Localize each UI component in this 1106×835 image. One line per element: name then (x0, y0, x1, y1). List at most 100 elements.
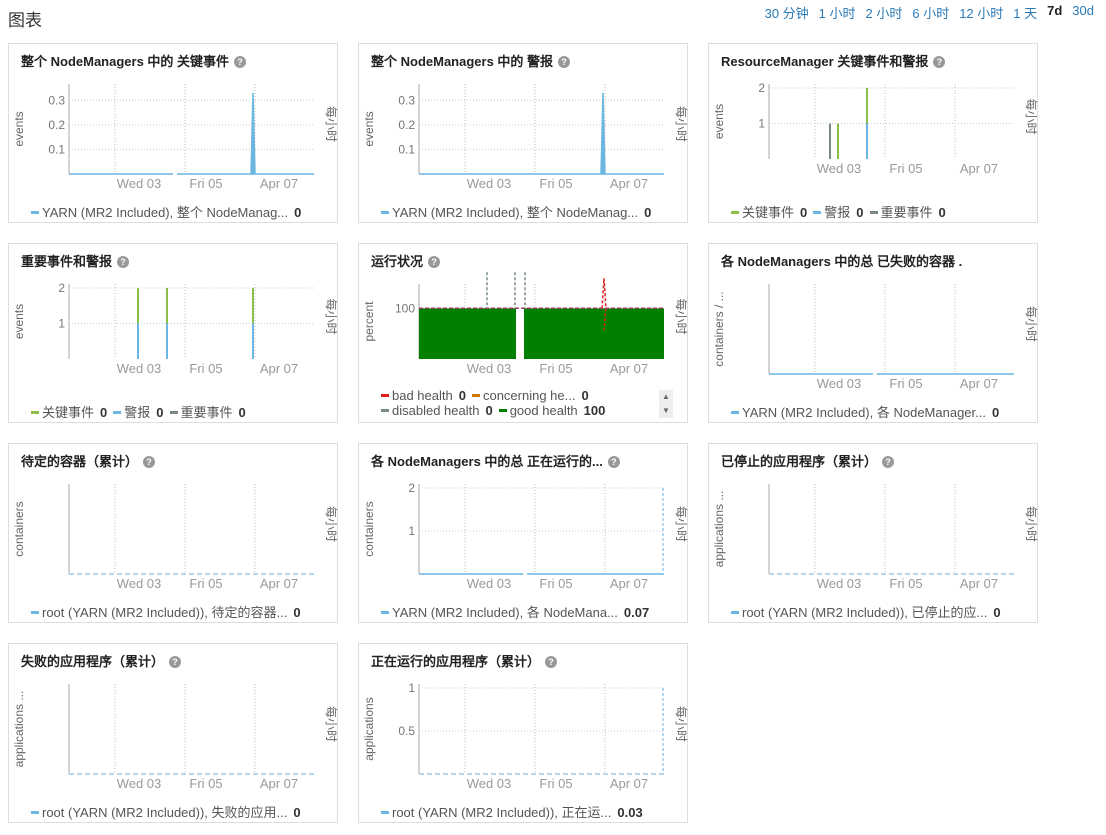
help-icon[interactable]: ? (545, 656, 558, 668)
time-range-1[interactable]: 1 小时 (818, 6, 856, 21)
x-tick-label: Wed 03 (817, 576, 862, 591)
legend-swatch (731, 211, 739, 214)
chart-card-c3: ResourceManager 关键事件和警报? 2 1 Wed 03 Fri 05 Ap… (708, 43, 1039, 223)
chart-card-c4: 重要事件和警报? 2 1 Wed 03 Fri 05 Apr 07 events 每小时 关键事… (8, 243, 339, 423)
chart-title: 整个 NodeManagers 中的 关键事件? (21, 51, 247, 70)
good-health-area (524, 308, 664, 359)
legend-swatch (813, 211, 822, 214)
chart-card-c1: 整个 NodeManagers 中的 关键事件? 0.3 0.2 0.1 Wed 03 F… (8, 43, 339, 223)
legend-item[interactable]: disabled health 0 (381, 403, 493, 418)
help-icon[interactable]: ? (428, 256, 441, 268)
chart-title: 待定的容器（累计）? (21, 451, 156, 470)
legend-item[interactable]: root (YARN (MR2 Included)), 已停止的应... 0 (731, 605, 1001, 620)
right-axis-label: 每小时 (1024, 306, 1039, 342)
legend-item[interactable]: bad health 0 (381, 388, 466, 403)
legend-item[interactable]: root (YARN (MR2 Included)), 失败的应用... 0 (31, 805, 301, 820)
help-icon[interactable]: ? (607, 456, 620, 468)
legend-item[interactable]: YARN (MR2 Included), 整个 NodeManag... 0 (31, 205, 301, 220)
time-range-3[interactable]: 6 小时 (912, 6, 950, 21)
legend-row: 关键事件 0 警报 0 重要事件 0 (731, 205, 952, 220)
legend-item[interactable]: YARN (MR2 Included), 各 NodeMana... 0.07 (381, 605, 649, 620)
legend-item[interactable]: YARN (MR2 Included), 各 NodeManager... 0 (731, 405, 999, 420)
legend-item[interactable]: root (YARN (MR2 Included)), 正在运... 0.03 (381, 805, 643, 820)
help-icon[interactable]: ? (169, 656, 182, 668)
legend-swatch (731, 411, 739, 414)
legend-value: 0 (485, 403, 493, 418)
x-tick-label: Apr 07 (610, 576, 648, 591)
time-range-6[interactable]: 7d (1047, 3, 1063, 18)
chart-svg: Wed 03 Fri 05 Apr 07 applications ... 每小时 (712, 484, 1039, 591)
legend-value: 0.07 (623, 605, 650, 620)
help-icon[interactable]: ? (933, 56, 946, 68)
chart-svg: 2 1 Wed 03 Fri 05 Apr 07 events 每小时 (712, 81, 1039, 176)
chart-svg: Wed 03 Fri 05 Apr 07 containers / ... 每小时 (712, 284, 1039, 391)
help-icon[interactable]: ? (234, 56, 247, 68)
good-health-area (419, 308, 516, 359)
y-axis-label: events (12, 111, 26, 146)
legend-swatch (169, 411, 178, 414)
y-tick-label: 0.3 (48, 93, 65, 107)
chart-card-c2: 整个 NodeManagers 中的 警报? 0.3 0.2 0.1 Wed 03 Fri… (358, 43, 689, 223)
x-tick-label: Apr 07 (610, 361, 648, 376)
help-icon[interactable]: ? (558, 56, 571, 68)
legend-item[interactable]: concerning he... 0 (471, 388, 589, 403)
legend-item[interactable]: 重要事件 0 (169, 405, 246, 420)
chart-card-c11: 正在运行的应用程序（累计）? 1 0.5 Wed 03 Fri 05 Apr 07 appl… (358, 643, 689, 823)
y-tick-label: 2 (758, 81, 765, 95)
help-icon[interactable]: ? (117, 256, 130, 268)
time-range-selector: 30 分钟 1 小时 2 小时 6 小时 12 小时 1 天 7d 30d (755, 3, 1094, 22)
chart-title-text: ResourceManager 关键事件和警报 (721, 54, 929, 69)
legend-row: YARN (MR2 Included), 各 NodeManager... 0 (731, 405, 1005, 420)
x-tick-label: Apr 07 (960, 576, 998, 591)
legend-value: 0 (238, 405, 246, 420)
legend-label: 警报 (124, 405, 151, 420)
help-icon[interactable]: ? (143, 456, 156, 468)
y-tick-label: 0.2 (48, 118, 65, 132)
x-tick-label: Wed 03 (817, 161, 862, 176)
legend-label: 重要事件 (880, 205, 933, 220)
right-axis-label: 每小时 (324, 506, 339, 542)
chart-legend: 关键事件 0 警报 0 重要事件 0 (731, 205, 952, 220)
legend-swatch (31, 211, 39, 214)
legend-item[interactable]: 重要事件 0 (869, 205, 946, 220)
help-icon[interactable]: ? (882, 456, 895, 468)
legend-item[interactable]: YARN (MR2 Included), 整个 NodeManag... 0 (381, 205, 651, 220)
legend-row: root (YARN (MR2 Included)), 正在运... 0.03 (381, 805, 649, 820)
legend-label: bad health (392, 388, 453, 403)
chart-title: 重要事件和警报? (21, 251, 130, 270)
time-range-2[interactable]: 2 小时 (865, 6, 903, 21)
x-tick-label: Fri 05 (189, 776, 222, 791)
legend-item[interactable]: good health 100 (498, 403, 605, 418)
x-tick-label: Fri 05 (539, 176, 572, 191)
chart-svg: 100 Wed 03 Fri 05 Apr 07 percent 每小时 (362, 272, 689, 376)
x-tick-label: Fri 05 (539, 776, 572, 791)
time-range-0[interactable]: 30 分钟 (764, 6, 809, 21)
right-axis-label: 每小时 (1024, 98, 1039, 134)
legend-item[interactable]: 警报 0 (813, 205, 864, 220)
legend-label: concerning he... (482, 388, 576, 403)
legend-item[interactable]: root (YARN (MR2 Included)), 待定的容器... 0 (31, 605, 301, 620)
time-range-7[interactable]: 30d (1072, 3, 1094, 18)
chart-legend: YARN (MR2 Included), 整个 NodeManag... 0 (381, 205, 657, 220)
legend-item[interactable]: 警报 0 (113, 405, 164, 420)
x-tick-label: Wed 03 (467, 776, 512, 791)
legend-item[interactable]: 关键事件 0 (31, 405, 107, 420)
legend-label: YARN (MR2 Included), 整个 NodeManag... (392, 205, 639, 220)
x-tick-label: Fri 05 (889, 161, 922, 176)
y-tick-label: 2 (58, 281, 65, 295)
chart-title-text: 运行状况 (371, 254, 424, 269)
x-tick-label: Wed 03 (467, 176, 512, 191)
x-tick-label: Fri 05 (189, 176, 222, 191)
x-tick-label: Apr 07 (960, 376, 998, 391)
y-tick-label: 0.1 (48, 142, 65, 156)
legend-item[interactable]: 关键事件 0 (731, 205, 807, 220)
time-range-4[interactable]: 12 小时 (959, 6, 1004, 21)
x-tick-label: Apr 07 (260, 776, 298, 791)
legend-scroll-arrows[interactable]: ▲ ▼ (659, 390, 673, 418)
y-tick-label: 2 (408, 481, 415, 495)
legend-row: disabled health 0 good health 100 (381, 403, 611, 418)
chart-title-text: 整个 NodeManagers 中的 警报 (371, 54, 554, 69)
legend-label: 警报 (824, 205, 851, 220)
time-range-5[interactable]: 1 天 (1013, 6, 1038, 21)
chart-title-text: 各 NodeManagers 中的总 已失败的容器 . (721, 254, 963, 269)
